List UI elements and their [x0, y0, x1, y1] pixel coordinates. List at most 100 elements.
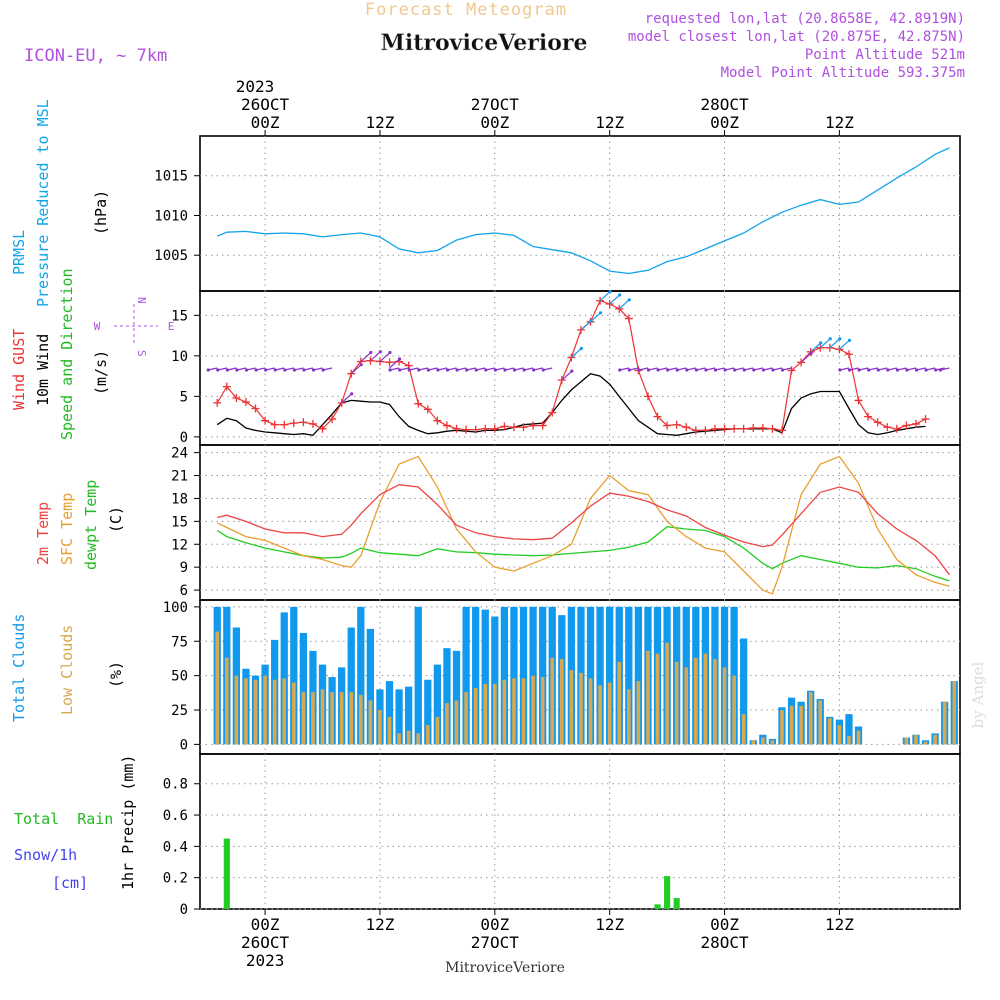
wind-arrow-head	[895, 368, 899, 372]
gust-marker	[682, 423, 691, 432]
wind-arrow-head	[761, 368, 765, 372]
requested-coords: requested lon,lat (20.8658E, 42.8919N)	[645, 11, 965, 27]
gust-marker	[241, 398, 250, 407]
total-cloud-bar	[424, 679, 432, 745]
y-tick-label: 1015	[154, 169, 188, 185]
gust-marker	[462, 425, 471, 434]
wind-arrow-head	[666, 368, 670, 372]
gust-marker	[797, 358, 806, 367]
low-cloud-bar	[646, 650, 650, 745]
low-cloud-bar	[579, 672, 583, 745]
wind-arrow-head	[857, 368, 861, 372]
wind-direction-arrow	[618, 299, 630, 310]
top-hour-label: 12Z	[365, 113, 394, 132]
rain-bar	[673, 898, 680, 909]
gust-marker	[385, 358, 394, 367]
gust-marker	[921, 415, 930, 424]
snow-label: Snow/1h	[14, 846, 77, 864]
rain-label: Total Rain	[14, 810, 113, 828]
wind-arrow-head	[819, 341, 823, 345]
low-cloud-bar	[445, 703, 449, 745]
low-cloud-bar	[713, 659, 717, 745]
low-cloud-bar	[320, 689, 325, 745]
wind-arrow-head	[426, 368, 430, 372]
top-year-label: 2023	[236, 77, 275, 96]
wind-arrow-head	[627, 298, 631, 302]
low-cloud-bar	[923, 741, 928, 745]
gust-marker	[452, 424, 461, 433]
low-cloud-bar	[330, 692, 334, 745]
total-cloud-bar	[462, 606, 470, 745]
total-cloud-bar	[625, 606, 633, 745]
y-tick-label: 50	[171, 669, 188, 685]
top-date-label: 28OCT	[700, 95, 749, 114]
wind-direction-arrow	[369, 351, 381, 362]
wind-arrow-head	[685, 368, 689, 372]
total-cloud-bar	[634, 606, 643, 745]
snow-unit-label: [cm]	[52, 874, 88, 892]
wind-arrow-head	[713, 368, 718, 372]
low-cloud-bar	[636, 681, 641, 745]
gust-marker	[232, 393, 241, 402]
gust-marker	[567, 353, 576, 362]
credit-watermark: by Angel	[969, 661, 987, 728]
wind-arrow-head	[532, 368, 536, 372]
low-cloud-bar	[272, 679, 277, 745]
gust-marker	[883, 423, 892, 432]
wind-arrow-head	[445, 368, 450, 372]
gust-marker	[328, 415, 337, 424]
y-tick-label: 1005	[154, 248, 188, 264]
total-cloud-bar	[596, 606, 604, 745]
wind-gust-label: Wind GUST	[10, 329, 28, 410]
bottom-hour-label: 12Z	[595, 915, 624, 934]
gust-marker	[816, 343, 825, 352]
gust-marker	[442, 421, 451, 430]
total-cloud-bar	[845, 714, 853, 745]
wind-arrow-head	[503, 368, 507, 372]
wind-arrow-head	[704, 368, 708, 372]
wind-arrow-head	[417, 368, 421, 372]
gust-marker	[864, 412, 873, 421]
wind-arrow-head	[838, 368, 842, 372]
point-altitude: Point Altitude 521m	[805, 47, 965, 63]
low-cloud-bar	[837, 725, 842, 745]
wind-arrow-head	[264, 368, 268, 372]
low-cloud-bar	[674, 661, 679, 745]
low-cloud-bar	[339, 692, 344, 745]
low-cloud-bar	[761, 737, 765, 745]
gust-marker	[347, 369, 356, 378]
gust-marker	[414, 399, 423, 408]
total-cloud-bar	[452, 650, 461, 745]
wind-direction-arrow	[829, 338, 841, 349]
y-tick-label: 15	[171, 308, 188, 324]
gust-marker	[423, 405, 432, 414]
low-cloud-bar	[933, 734, 937, 745]
wind-arrow-head	[474, 368, 478, 372]
wind-arrow-head	[618, 293, 622, 297]
gust-marker	[471, 425, 480, 434]
gust-marker	[835, 345, 844, 354]
total-cloud-bar	[740, 638, 748, 745]
wind-arrow-head	[656, 368, 660, 372]
low-cloud-bar	[492, 683, 497, 745]
low-cloud-bar	[540, 677, 545, 745]
wind-direction-arrow	[570, 348, 582, 358]
total-cloud-bar	[443, 648, 451, 745]
low-cloud-bar	[942, 701, 947, 745]
wind-arrow-head	[742, 368, 746, 372]
gust-marker	[739, 424, 748, 433]
compass-s-glyph: S	[135, 350, 148, 357]
y-tick-label: 15	[171, 514, 188, 530]
gust-marker	[672, 420, 681, 429]
total-cloud-bar	[472, 606, 480, 745]
rain-bar	[664, 876, 671, 909]
wind-arrow-head	[397, 357, 402, 361]
wind-arrow-head	[867, 368, 871, 372]
low-cloud-bar	[703, 653, 708, 745]
y-tick-label: 1010	[154, 208, 188, 224]
wind-unit-label: (m/s)	[92, 350, 110, 395]
temp-dew-label: dewpt Temp	[82, 480, 100, 570]
low-cloud-bar	[770, 740, 775, 745]
wind-arrow-head	[254, 368, 258, 372]
y-tick-label: 0	[180, 737, 188, 753]
